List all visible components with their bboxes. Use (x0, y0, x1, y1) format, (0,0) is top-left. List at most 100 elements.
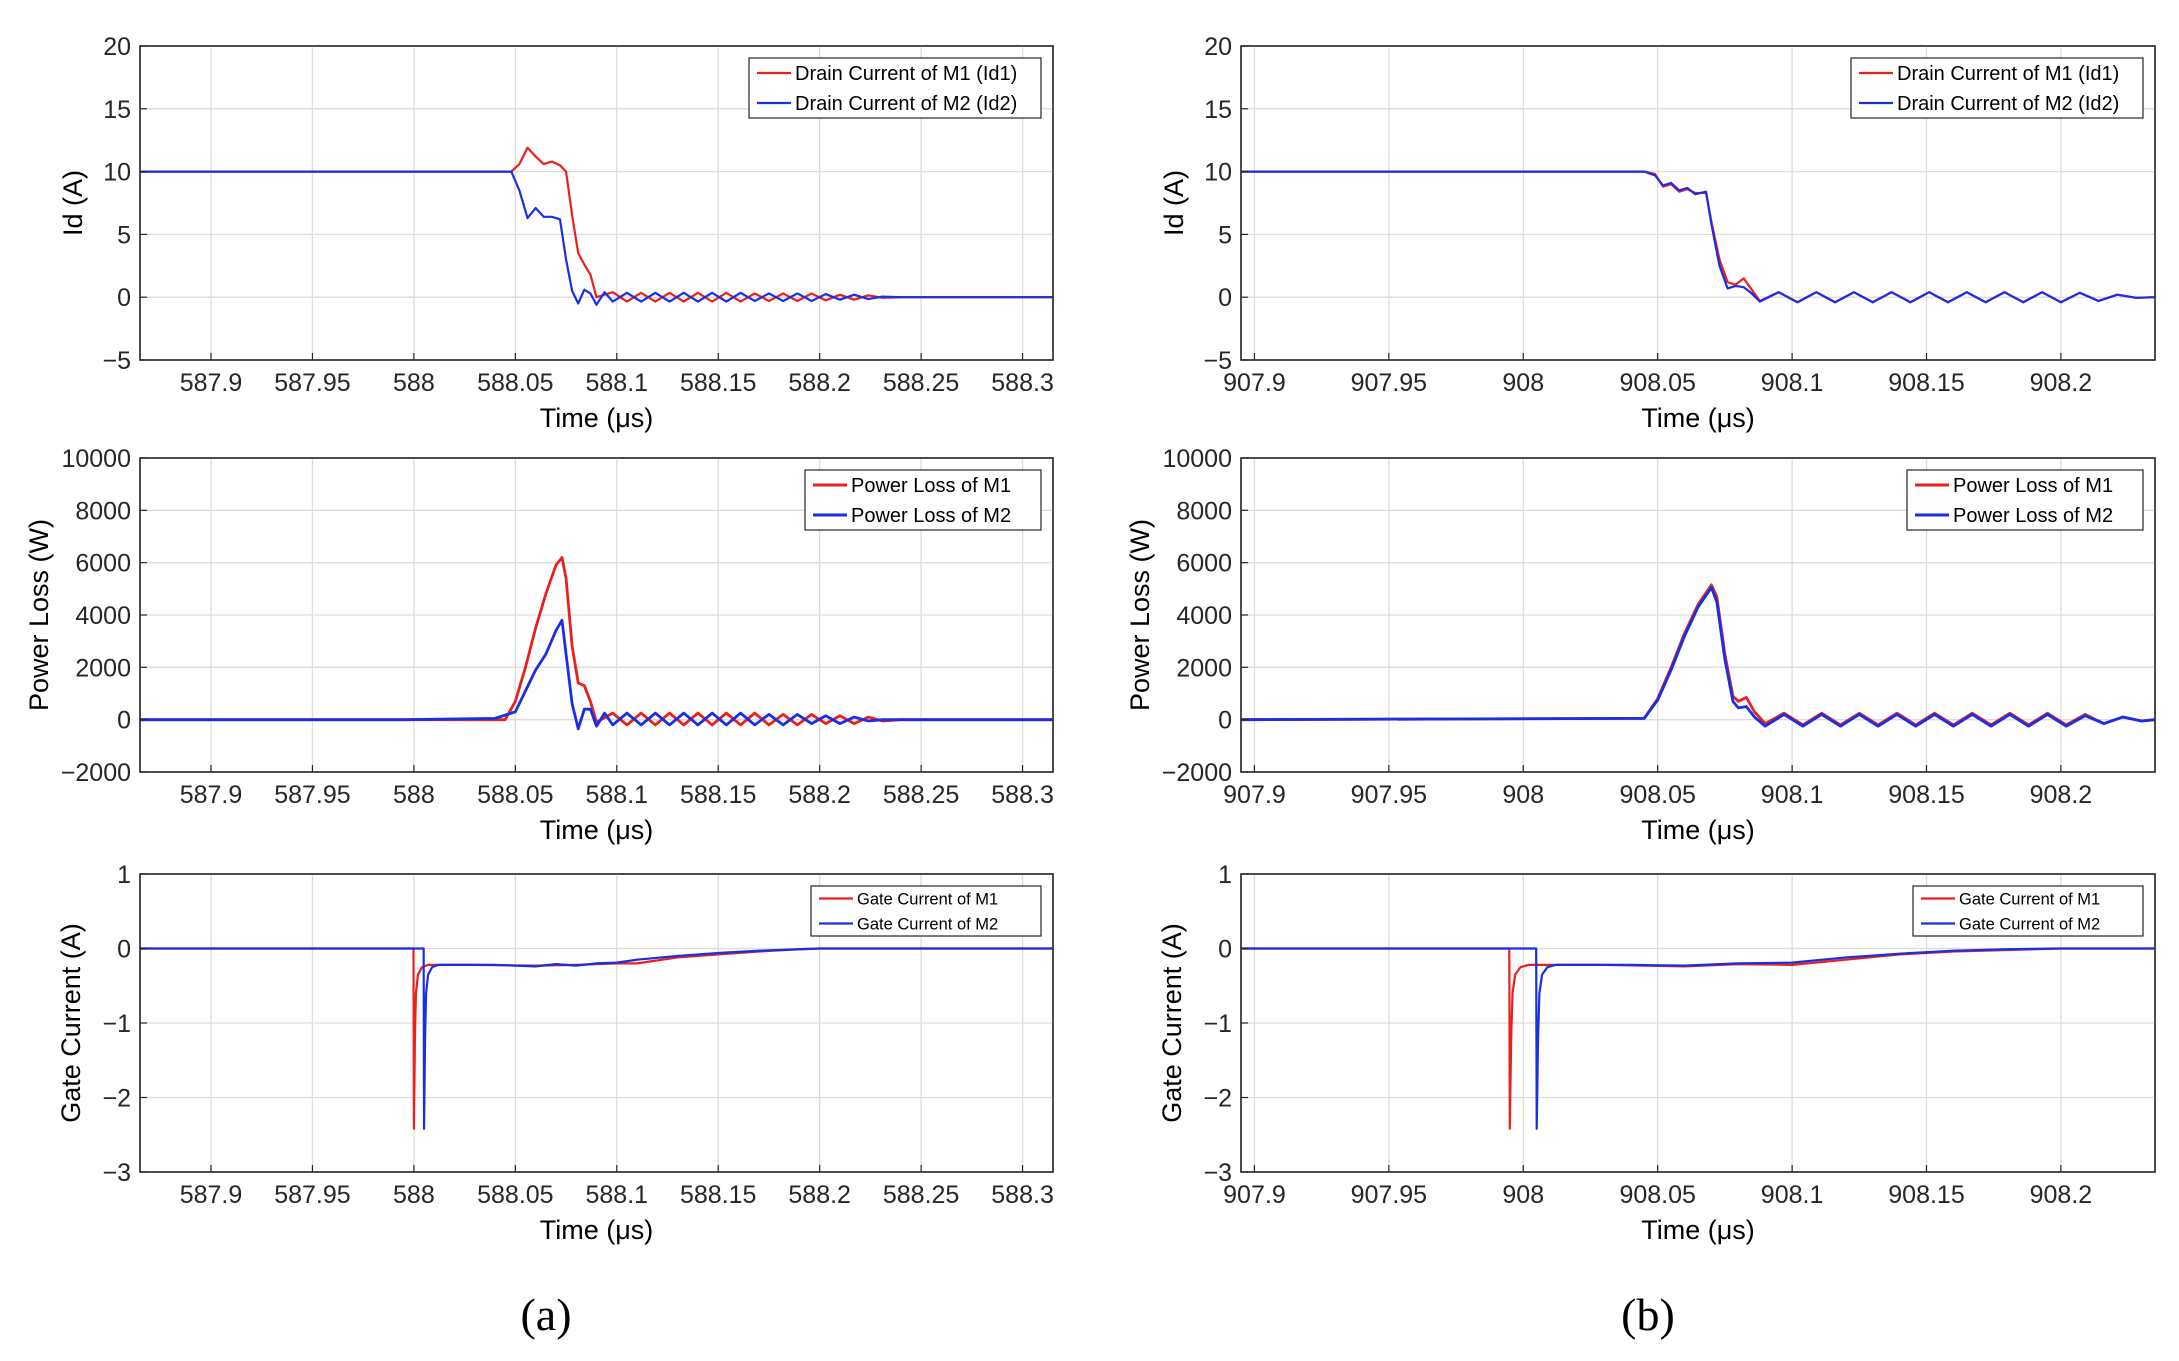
x-tick-label: 588.25 (883, 1181, 959, 1209)
x-tick-label: 907.9 (1223, 781, 1286, 809)
y-tick-label: −5 (1203, 347, 1232, 375)
x-tick-label: 588 (393, 1181, 435, 1209)
legend: Drain Current of M1 (Id1) Drain Current o… (1850, 57, 2144, 119)
legend-box (804, 469, 1042, 531)
y-tick-label: −2000 (61, 759, 131, 787)
series-group (140, 556, 1053, 731)
x-tick-label: 908.15 (1888, 369, 1964, 397)
tick-labels: 907.9 907.95 908 908.05 908.1 908.15 908.2 −3 −2… (1203, 861, 2092, 1209)
x-tick-label: 588.3 (991, 369, 1054, 397)
x-tick-label: 908.2 (2030, 369, 2093, 397)
x-tick-label: 588.15 (680, 1181, 756, 1209)
legend-entry-2: Power Loss of M2 (851, 505, 1011, 527)
legend-entry-1: Gate Current of M1 (857, 890, 998, 908)
y-tick-label: 0 (117, 936, 131, 964)
x-tick-label: 588 (393, 369, 435, 397)
y-tick-label: −3 (1203, 1159, 1232, 1187)
x-tick-label: 588.15 (680, 781, 756, 809)
y-tick-label: 4000 (1176, 602, 1232, 630)
x-tick-label: 588.2 (788, 369, 851, 397)
series-line-2 (140, 947, 1053, 1130)
x-axis-label: Time (μs) (540, 815, 654, 845)
y-tick-label: 20 (1204, 33, 1232, 61)
legend-box (1850, 57, 2144, 119)
legend-box (810, 885, 1042, 937)
x-tick-label: 907.95 (1351, 369, 1427, 397)
legend-entry-2: Drain Current of M2 (Id2) (1897, 93, 2119, 115)
chart-b2: 907.9 907.95 908 908.05 908.1 908.15 908.2 −200… (1125, 445, 2156, 845)
plot-grid: 587.9 587.95 588 588.05 588.1 588.15 588.2 588.… (24, 33, 2156, 1245)
legend-entry-2: Gate Current of M2 (857, 915, 998, 933)
x-tick-label: 908.05 (1619, 781, 1695, 809)
y-axis-label: Id (A) (1159, 170, 1189, 236)
series-group (1241, 170, 2155, 304)
y-tick-label: 15 (1204, 96, 1232, 124)
plot-border (1240, 45, 2156, 361)
y-tick-label: 6000 (1176, 550, 1232, 578)
x-tick-label: 588.1 (586, 369, 649, 397)
chart-b3: 907.9 907.95 908 908.05 908.1 908.15 908.2 −3 −2… (1157, 861, 2156, 1245)
x-tick-label: 908.2 (2030, 781, 2093, 809)
y-tick-label: 15 (103, 96, 131, 124)
x-axis-label: Time (μs) (1641, 1215, 1755, 1245)
y-tick-label: 0 (1218, 936, 1232, 964)
y-axis-label: Id (A) (58, 170, 88, 236)
legend: Gate Current of M1 Gate Current of M2 (810, 885, 1042, 937)
x-tick-label: 588.2 (788, 781, 851, 809)
x-axis-label: Time (μs) (1641, 815, 1755, 845)
y-tick-label: −2000 (1162, 759, 1232, 787)
tick-labels: 907.9 907.95 908 908.05 908.1 908.15 908.2 −5 0 5… (1203, 33, 2092, 397)
x-tick-label: 908 (1502, 369, 1544, 397)
x-tick-label: 588.2 (788, 1181, 851, 1209)
y-tick-label: 0 (117, 284, 131, 312)
y-tick-label: 8000 (1176, 497, 1232, 525)
tick-labels: 587.9 587.95 588 588.05 588.1 588.15 588.2 588.… (61, 445, 1054, 809)
y-axis-label: Power Loss (W) (1125, 519, 1155, 711)
x-tick-label: 587.9 (180, 1181, 243, 1209)
chart-a1: 587.9 587.95 588 588.05 588.1 588.15 588.2 588.… (58, 33, 1054, 433)
series-group (140, 146, 1053, 306)
y-tick-label: 1 (1218, 861, 1232, 889)
y-tick-label: 5 (1218, 221, 1232, 249)
chart-a2: 587.9 587.95 588 588.05 588.1 588.15 588.2 588.… (24, 445, 1054, 845)
plot-border (139, 45, 1054, 361)
series-line-2 (140, 170, 1053, 306)
legend-box (1906, 469, 2144, 531)
legend: Power Loss of M1 Power Loss of M2 (804, 469, 1042, 531)
x-tick-label: 588.15 (680, 369, 756, 397)
chart-a3: 587.9 587.95 588 588.05 588.1 588.15 588.2 588.… (56, 861, 1054, 1245)
y-tick-label: −2 (1203, 1085, 1232, 1113)
x-tick-label: 907.95 (1351, 1181, 1427, 1209)
y-tick-label: −2 (102, 1085, 131, 1113)
x-tick-label: 588.05 (477, 369, 553, 397)
series-group (1241, 947, 2155, 1130)
x-tick-label: 908.05 (1619, 1181, 1695, 1209)
caption-b: (b) (1621, 1289, 1675, 1340)
y-tick-label: 10000 (1162, 445, 1232, 473)
x-tick-label: 908.2 (2030, 1181, 2093, 1209)
x-tick-label: 907.9 (1223, 1181, 1286, 1209)
x-tick-label: 907.9 (1223, 369, 1286, 397)
y-tick-label: 8000 (75, 497, 131, 525)
series-line-2 (1241, 170, 2155, 304)
x-tick-label: 588.25 (883, 781, 959, 809)
x-tick-label: 588.3 (991, 1181, 1054, 1209)
x-tick-label: 587.95 (274, 1181, 350, 1209)
legend-entry-2: Gate Current of M2 (1959, 915, 2100, 933)
legend-entry-2: Drain Current of M2 (Id2) (795, 93, 1017, 115)
y-tick-label: 10 (103, 159, 131, 187)
legend-entry-1: Power Loss of M1 (851, 475, 1011, 497)
legend: Gate Current of M1 Gate Current of M2 (1912, 885, 2144, 937)
legend: Drain Current of M1 (Id1) Drain Current o… (748, 57, 1042, 119)
x-tick-label: 908.1 (1761, 369, 1824, 397)
series-line-2 (1241, 947, 2155, 1130)
y-tick-label: 5 (117, 221, 131, 249)
tick-labels: 587.9 587.95 588 588.05 588.1 588.15 588.2 588.… (102, 861, 1053, 1209)
x-tick-label: 588.05 (477, 781, 553, 809)
y-tick-label: −3 (102, 1159, 131, 1187)
y-axis-label: Gate Current (A) (1157, 923, 1187, 1123)
x-tick-label: 587.9 (180, 781, 243, 809)
tick-labels: 907.9 907.95 908 908.05 908.1 908.15 908.2 −200… (1162, 445, 2092, 809)
series-line-2 (140, 618, 1053, 731)
